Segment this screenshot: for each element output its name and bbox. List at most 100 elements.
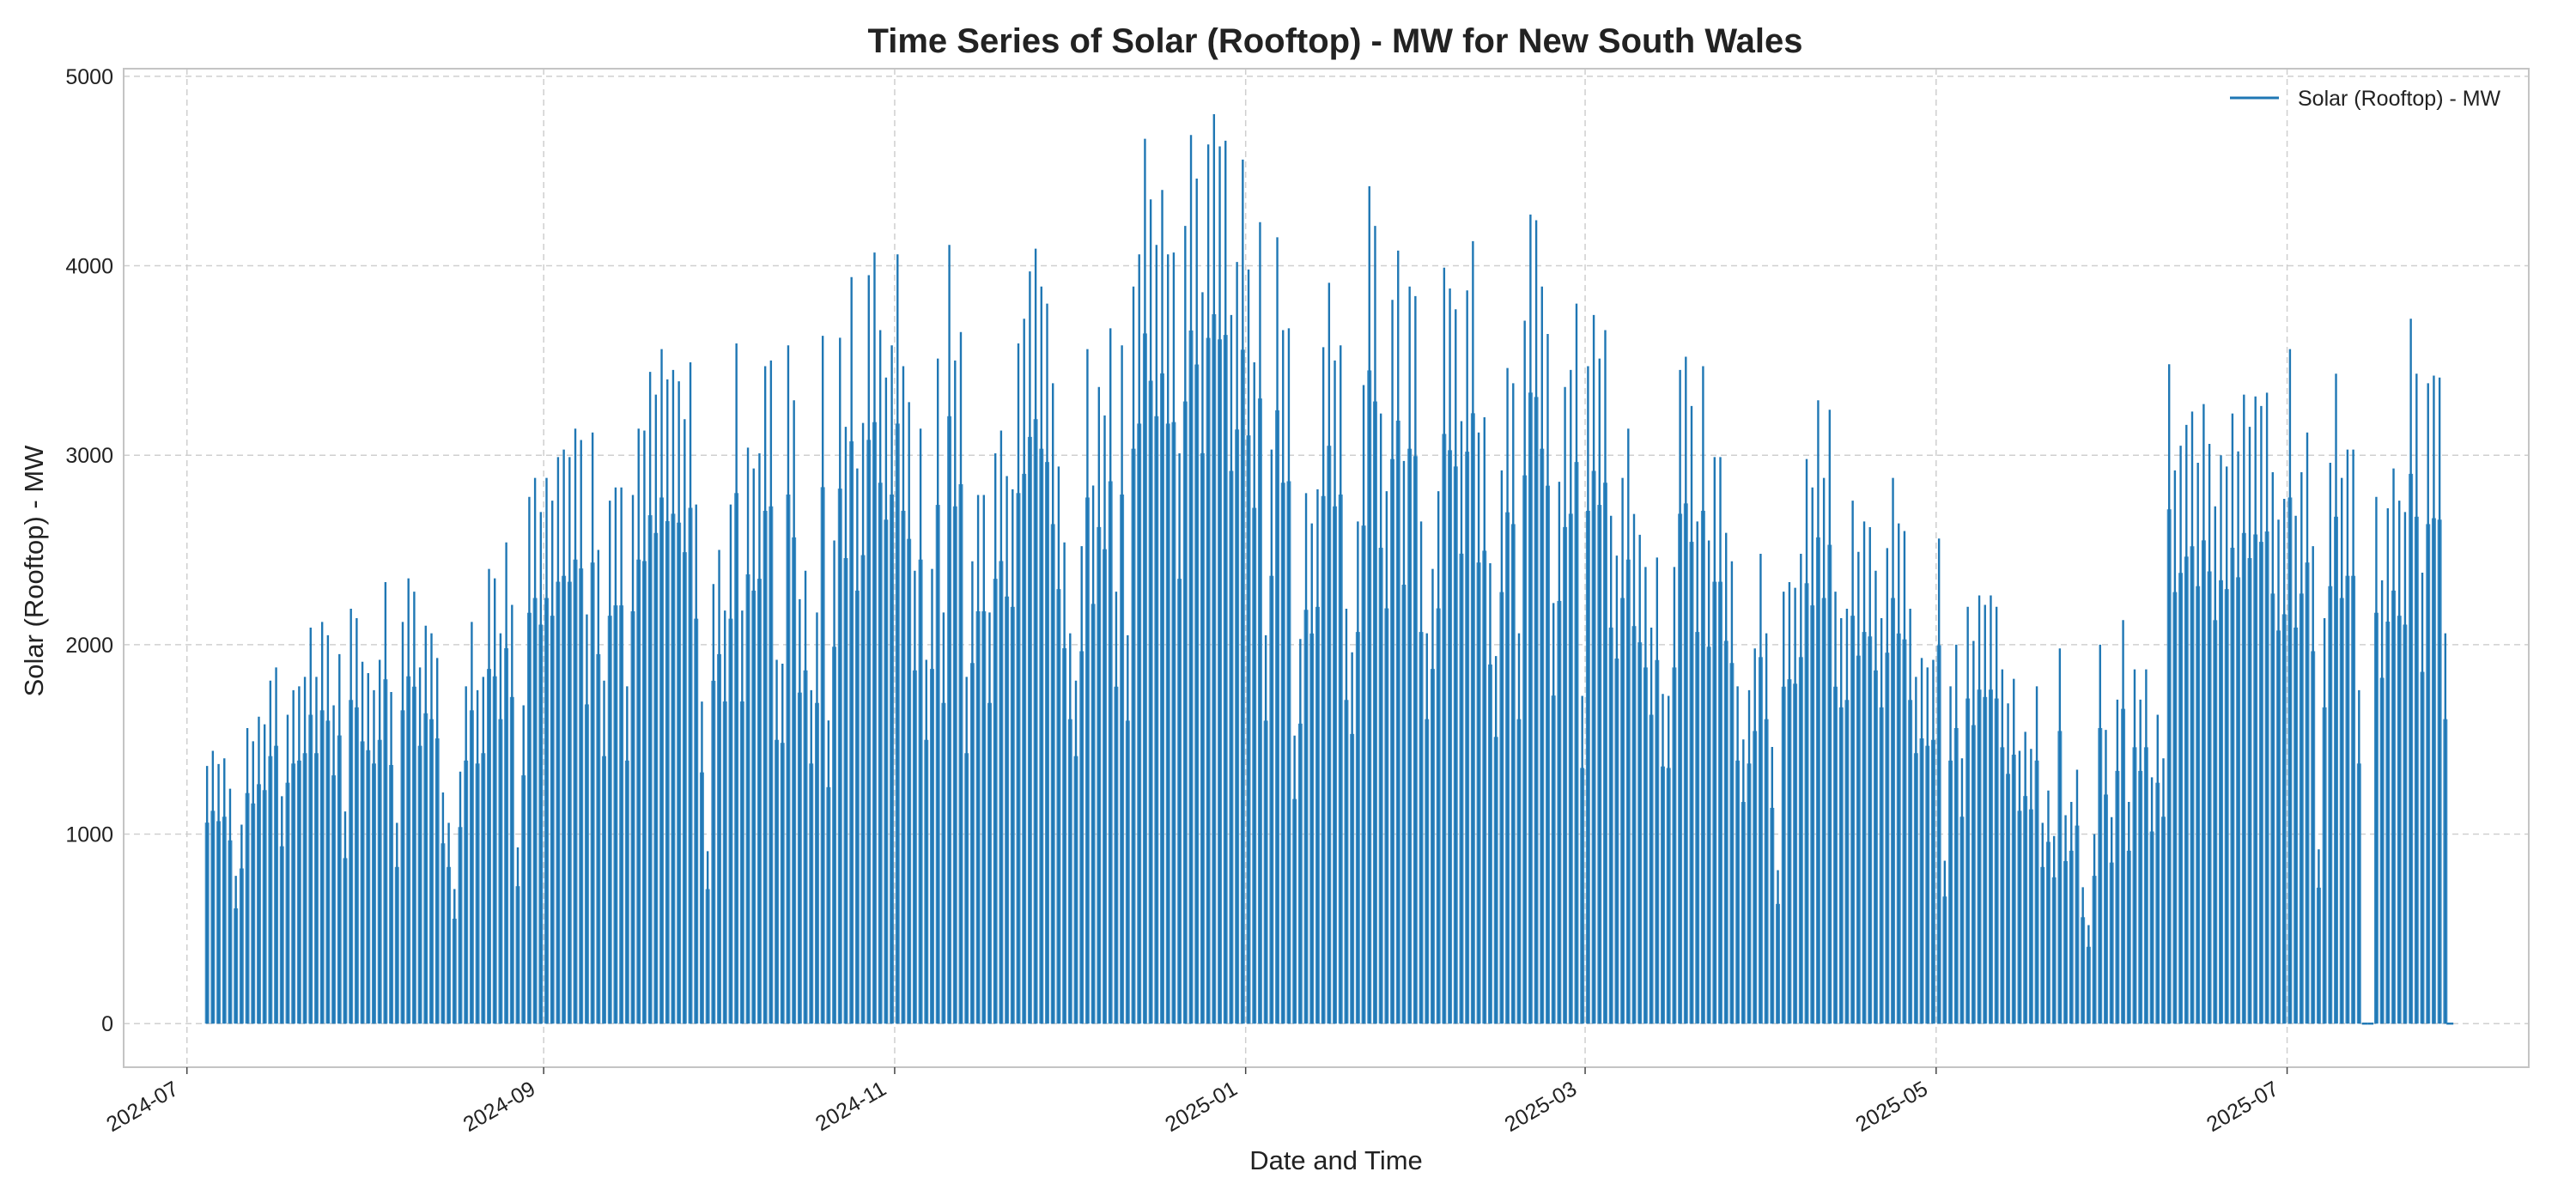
data-day-mark [1994, 606, 1999, 1024]
data-day-mark [1022, 319, 1027, 1024]
data-day-mark [2207, 443, 2212, 1024]
data-day-mark [1263, 634, 1268, 1024]
data-day-mark [1597, 358, 1602, 1024]
data-day-mark [2345, 449, 2350, 1024]
data-day-mark [1534, 220, 1539, 1024]
data-day-mark [1188, 135, 1194, 1024]
data-day-mark [659, 349, 665, 1024]
data-day-mark [464, 686, 469, 1024]
data-day-mark [1395, 250, 1400, 1024]
data-day-mark [699, 701, 704, 1024]
data-day-mark [1925, 667, 1930, 1024]
data-day-mark [1868, 527, 1873, 1024]
x-tick-label: 2025-05 [1851, 1077, 1931, 1137]
data-day-mark [2414, 373, 2419, 1024]
data-day-mark [1563, 386, 1568, 1024]
data-day-mark [1631, 513, 1637, 1024]
data-day-mark [613, 487, 618, 1024]
x-tick-label: 2025-07 [2202, 1077, 2282, 1137]
data-day-mark [717, 549, 722, 1024]
data-day-mark [210, 750, 216, 1024]
data-day-mark [1942, 860, 1947, 1024]
data-day-mark [2373, 496, 2379, 1024]
data-day-mark [1056, 466, 1061, 1024]
data-day-mark [1137, 254, 1142, 1024]
data-day-mark [854, 468, 860, 1024]
data-day-mark [216, 763, 222, 1024]
data-day-mark [1764, 633, 1769, 1024]
data-day-mark [1333, 360, 1338, 1024]
data-day-mark [780, 663, 785, 1024]
data-day-mark [1614, 555, 1619, 1024]
data-day-mark [1908, 608, 1913, 1024]
data-day-mark [245, 727, 250, 1024]
data-day-mark [1510, 383, 1516, 1024]
data-day-mark [1280, 330, 1285, 1024]
data-day-mark [331, 705, 337, 1024]
data-day-mark [1983, 604, 1988, 1024]
data-day-mark [1275, 237, 1280, 1024]
data-day-mark [619, 487, 624, 1024]
data-day-mark [1165, 254, 1170, 1024]
data-day-mark [2339, 477, 2344, 1024]
data-day-mark [1781, 592, 1786, 1024]
data-day-mark [285, 714, 290, 1024]
data-day-mark [222, 758, 227, 1024]
data-day-mark [1413, 295, 1418, 1024]
data-day-mark [1303, 493, 1309, 1024]
data-day-mark [1120, 345, 1125, 1024]
data-day-mark [584, 614, 589, 1024]
data-day-mark [849, 276, 854, 1024]
y-tick-label: 2000 [65, 634, 113, 658]
data-day-mark [1850, 501, 1856, 1024]
data-day-mark [1269, 449, 1274, 1024]
data-day-mark [1223, 140, 1228, 1024]
data-day-mark [1620, 477, 1625, 1024]
data-day-mark [1073, 680, 1078, 1024]
data-day-mark [1114, 592, 1119, 1024]
data-day-mark [1747, 689, 1752, 1024]
data-day-mark [1327, 282, 1332, 1024]
data-day-mark [274, 667, 279, 1024]
data-day-mark [2138, 699, 2143, 1024]
data-day-mark [2126, 802, 2131, 1024]
data-day-mark [1603, 330, 1607, 1024]
data-day-mark [1487, 562, 1492, 1024]
data-day-mark [1286, 328, 1291, 1024]
data-day-mark [1493, 656, 1498, 1024]
data-layer [204, 113, 2454, 1025]
data-day-mark [624, 686, 629, 1024]
data-day-mark [866, 275, 872, 1024]
data-day-mark [458, 771, 463, 1024]
data-day-mark [1712, 457, 1717, 1024]
data-day-mark [993, 452, 998, 1024]
data-day-mark [469, 622, 474, 1024]
data-day-mark [2230, 413, 2235, 1024]
data-day-mark [1182, 226, 1188, 1024]
data-day-mark [1407, 286, 1413, 1024]
data-day-mark [337, 653, 342, 1024]
data-day-mark [2334, 373, 2338, 1024]
data-day-mark [607, 501, 612, 1024]
data-day-mark [1390, 300, 1395, 1024]
data-day-mark [705, 851, 710, 1024]
data-day-mark [2426, 383, 2431, 1024]
data-day-mark [1655, 557, 1660, 1024]
data-day-mark [1125, 634, 1130, 1024]
data-day-mark [2011, 678, 2016, 1024]
data-day-mark [786, 345, 791, 1024]
data-day-mark [2143, 669, 2148, 1024]
data-day-mark [872, 252, 877, 1024]
data-day-mark [2213, 506, 2218, 1024]
legend-entry-solar-rooftop: Solar (Rooftop) - MW [2298, 87, 2501, 111]
data-day-mark [999, 430, 1004, 1024]
data-day-mark [1384, 491, 1389, 1024]
data-day-mark [1787, 582, 1792, 1024]
data-day-mark [429, 633, 434, 1024]
data-day-mark [1103, 415, 1107, 1024]
data-day-mark [1499, 470, 1504, 1024]
data-day-mark [1753, 648, 1758, 1024]
data-day-mark [1027, 271, 1032, 1024]
data-day-mark [2057, 648, 2063, 1024]
chart-title: Time Series of Solar (Rooftop) - MW for … [868, 22, 1803, 60]
